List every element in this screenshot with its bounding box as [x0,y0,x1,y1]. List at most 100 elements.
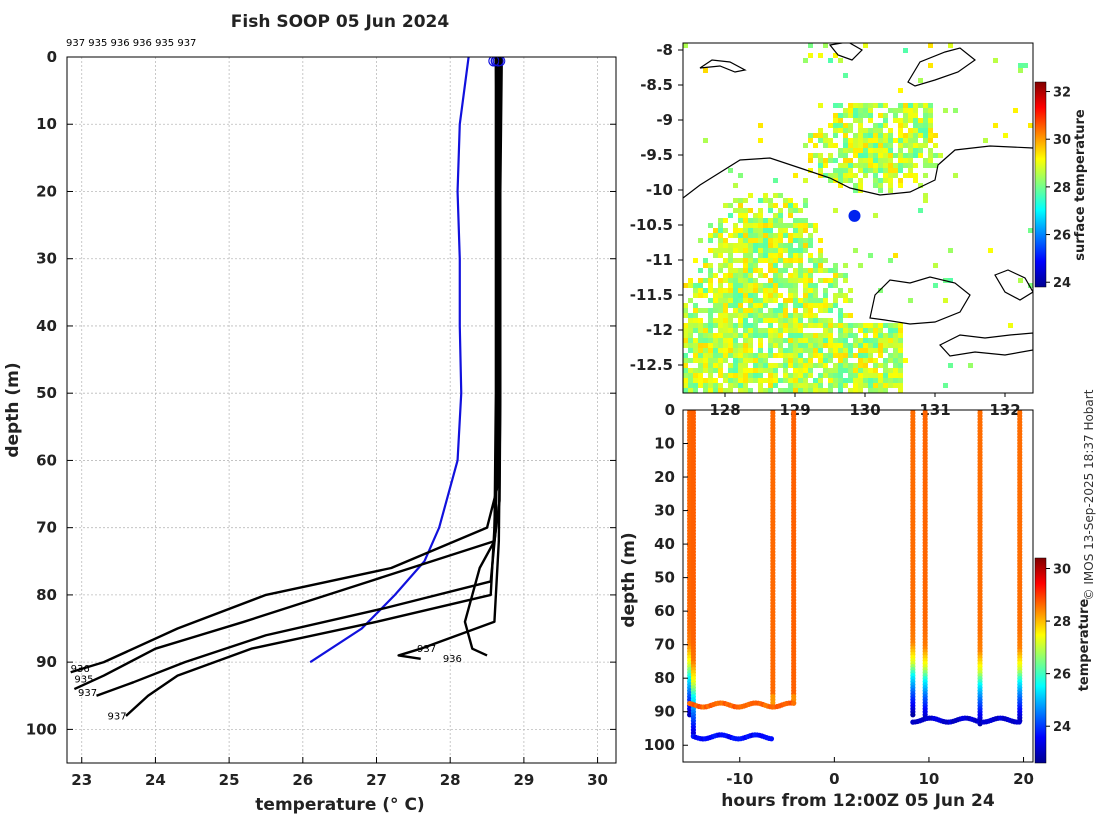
sst-cell [748,278,753,283]
sst-cell [808,333,813,338]
sst-cell [838,173,843,178]
sst-cell [858,338,863,343]
sst-cell [783,368,788,373]
sst-cell [823,373,828,378]
sst-cell [718,383,723,388]
sst-cell [728,263,733,268]
sst-cell [738,173,743,178]
sst-cell [788,278,793,283]
sst-cell [723,313,728,318]
sst-cell [773,268,778,273]
sst-cell [903,118,908,123]
sst-cell [848,363,853,368]
sst-cell [778,238,783,243]
sst-cell [813,263,818,268]
sst-cell [873,173,878,178]
sst-cell [763,218,768,223]
sst-map-field [683,43,1033,393]
sst-cell [738,268,743,273]
sst-cell [728,388,733,393]
sst-cell [743,283,748,288]
sst-cell [858,353,863,358]
sst-cell [778,303,783,308]
coastline [699,59,747,73]
sst-cell [843,333,848,338]
sst-cell [913,173,918,178]
sst-cell [808,383,813,388]
sst-cell [898,103,903,108]
sst-cell [848,373,853,378]
sst-cell [813,333,818,338]
sst-cell [868,348,873,353]
sst-cell [718,328,723,333]
sst-cell [693,368,698,373]
sst-cell [738,308,743,313]
sst-cell [798,268,803,273]
sst-cell [768,233,773,238]
sst-cell [708,353,713,358]
sst-cell [848,148,853,153]
sst-cell [808,268,813,273]
sst-cell [753,318,758,323]
sst-cell [888,343,893,348]
sst-cell [683,308,688,313]
sst-cell [733,328,738,333]
sst-cell [773,333,778,338]
sst-cell [768,243,773,248]
sst-cell [788,243,793,248]
sst-cell [908,128,913,133]
sst-cell [693,313,698,318]
sst-cell [833,343,838,348]
sst-cell [693,358,698,363]
sst-cell [903,158,908,163]
sst-cell [808,43,813,48]
sst-cell [783,303,788,308]
sst-cell [748,338,753,343]
sst-cell [843,173,848,178]
sst-cell [848,123,853,128]
sst-cell [728,383,733,388]
time-y-tick-label: 10 [654,435,675,453]
drop-label: 935 [74,674,93,685]
sst-cell [868,368,873,373]
sst-cell [803,268,808,273]
sst-cell [713,233,718,238]
sst-cell [713,353,718,358]
sst-cell [783,323,788,328]
sst-cell [813,228,818,233]
sst-cell [788,333,793,338]
sst-cell [793,373,798,378]
sst-cell [758,348,763,353]
sst-cell [723,273,728,278]
sst-cell [703,278,708,283]
sst-cell [798,348,803,353]
sst-cell [803,278,808,283]
sst-cell [843,323,848,328]
sst-cell [873,323,878,328]
sst-cell [793,298,798,303]
sst-cell [808,223,813,228]
sst-cell [773,248,778,253]
sst-cell [793,218,798,223]
sst-cell [883,323,888,328]
sst-cell [798,343,803,348]
sst-cell [798,253,803,258]
sst-cell [798,223,803,228]
sst-cell [733,323,738,328]
sst-cell [773,273,778,278]
sst-cell [898,348,903,353]
sst-cell [828,338,833,343]
sst-cell [943,383,948,388]
sst-cell [793,353,798,358]
sst-cell [768,378,773,383]
time-depth-chart: -10 0 10 20 0 10 20 30 40 50 60 70 80 90 100 hours fro… [619,401,1092,811]
sst-cell [753,333,758,338]
sst-cell [848,103,853,108]
sst-cell [778,318,783,323]
sst-cell [868,163,873,168]
sst-cell [858,363,863,368]
sst-cell [718,253,723,258]
sst-cell [903,123,908,128]
sst-cell [848,388,853,393]
sst-cell [893,253,898,258]
